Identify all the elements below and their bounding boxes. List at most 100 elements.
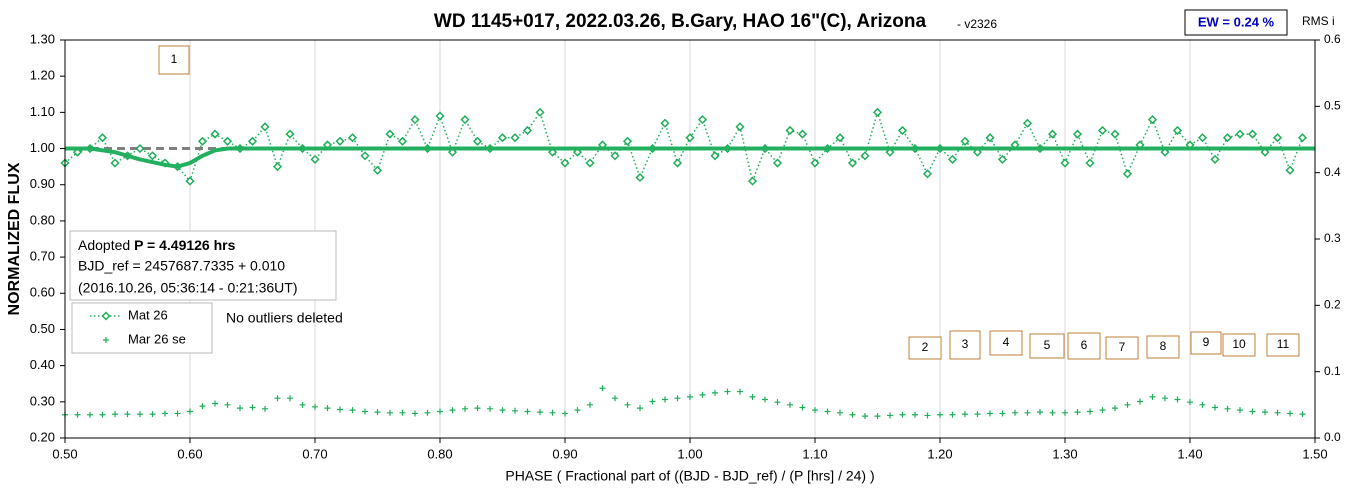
- point: [1237, 407, 1243, 414]
- point: [310, 154, 320, 164]
- point: [374, 409, 381, 416]
- badge: EW = 0.24 %: [1198, 14, 1275, 29]
- phase-box: [1266, 333, 1300, 357]
- point: [612, 395, 618, 402]
- point: [147, 151, 158, 161]
- point: [1087, 408, 1093, 415]
- point: [949, 411, 956, 418]
- point: [1274, 409, 1281, 416]
- point: [1162, 395, 1168, 402]
- point: [1085, 158, 1095, 168]
- point: [274, 395, 281, 402]
- point: [849, 411, 856, 418]
- point: [985, 133, 995, 143]
- point: [824, 408, 831, 415]
- point: [187, 408, 193, 415]
- point: [162, 410, 168, 417]
- x-tick-label: 1.50: [1302, 446, 1327, 461]
- point: [737, 388, 743, 395]
- info-line-1: Adopted P = 4.49126 hrs: [78, 237, 236, 253]
- point: [87, 411, 93, 418]
- point: [762, 396, 768, 403]
- y-tick-label: 0.30: [30, 393, 55, 408]
- point: [747, 176, 758, 186]
- point: [1224, 405, 1231, 412]
- phase-box: [949, 330, 981, 360]
- point: [974, 411, 981, 418]
- point: [999, 410, 1006, 417]
- info-line-2: BJD_ref = 2457687.7335 + 0.010: [78, 258, 285, 274]
- phase-box-label: 5: [1044, 338, 1051, 352]
- point: [1012, 409, 1018, 416]
- point: [487, 405, 493, 412]
- point: [262, 405, 268, 412]
- point: [249, 404, 256, 411]
- x-tick-label: 0.90: [552, 446, 577, 461]
- point: [97, 133, 108, 143]
- point: [774, 399, 781, 406]
- phase-box-label: 11: [1277, 337, 1290, 351]
- point: [462, 405, 468, 412]
- point: [1124, 401, 1131, 408]
- phase-box-label: 8: [1160, 339, 1167, 353]
- point: [362, 408, 368, 415]
- phase-box: [1067, 332, 1101, 360]
- point: [710, 151, 720, 161]
- point: [387, 409, 393, 416]
- y-tick-label: 0.60: [30, 285, 55, 300]
- point: [1210, 154, 1220, 164]
- point: [860, 151, 870, 161]
- point: [897, 125, 908, 136]
- point: [947, 154, 958, 164]
- point: [324, 405, 331, 412]
- point: [399, 409, 406, 416]
- point: [1112, 405, 1118, 412]
- point: [222, 136, 233, 146]
- point: [635, 172, 645, 183]
- point: [1235, 129, 1245, 139]
- point: [174, 410, 181, 417]
- y2-tick-label: 0.5: [1324, 99, 1341, 113]
- point: [887, 412, 893, 419]
- badge-box: [1184, 9, 1288, 36]
- phase-box-label: 1: [171, 52, 178, 66]
- y2-tick-label: 0.6: [1324, 32, 1341, 46]
- point: [237, 405, 243, 412]
- y2-tick-label: 0.4: [1324, 165, 1341, 179]
- info-prefix: Adopted: [78, 237, 134, 253]
- point: [912, 411, 918, 418]
- y-axis-title: NORMALIZED FLUX: [6, 162, 23, 315]
- point: [1049, 409, 1056, 416]
- point: [397, 136, 408, 146]
- y2-title: RMS i: [1302, 14, 1335, 28]
- point: [224, 401, 231, 408]
- point: [1249, 408, 1256, 415]
- point: [662, 396, 668, 403]
- point: [1149, 393, 1156, 400]
- point: [699, 391, 706, 398]
- x-tick-label: 1.20: [927, 446, 952, 461]
- point: [787, 401, 793, 408]
- point: [524, 408, 531, 415]
- point: [1062, 409, 1068, 416]
- point: [872, 107, 883, 117]
- point: [435, 111, 445, 121]
- point: [287, 395, 293, 402]
- point: [1287, 410, 1293, 417]
- x-tick-label: 0.50: [52, 446, 77, 461]
- point: [1212, 404, 1218, 411]
- point: [1297, 133, 1308, 143]
- point: [1024, 409, 1031, 416]
- y2-tick-label: 0.1: [1324, 364, 1341, 378]
- point: [312, 403, 318, 410]
- point: [412, 410, 418, 417]
- phase-box-label: 4: [1003, 335, 1010, 349]
- y-tick-label: 1.10: [30, 104, 55, 119]
- y2-tick-label: 0.2: [1324, 298, 1341, 312]
- point: [660, 118, 670, 128]
- phase-box: [158, 45, 190, 75]
- point: [724, 388, 731, 395]
- point: [210, 129, 220, 139]
- point: [960, 136, 970, 146]
